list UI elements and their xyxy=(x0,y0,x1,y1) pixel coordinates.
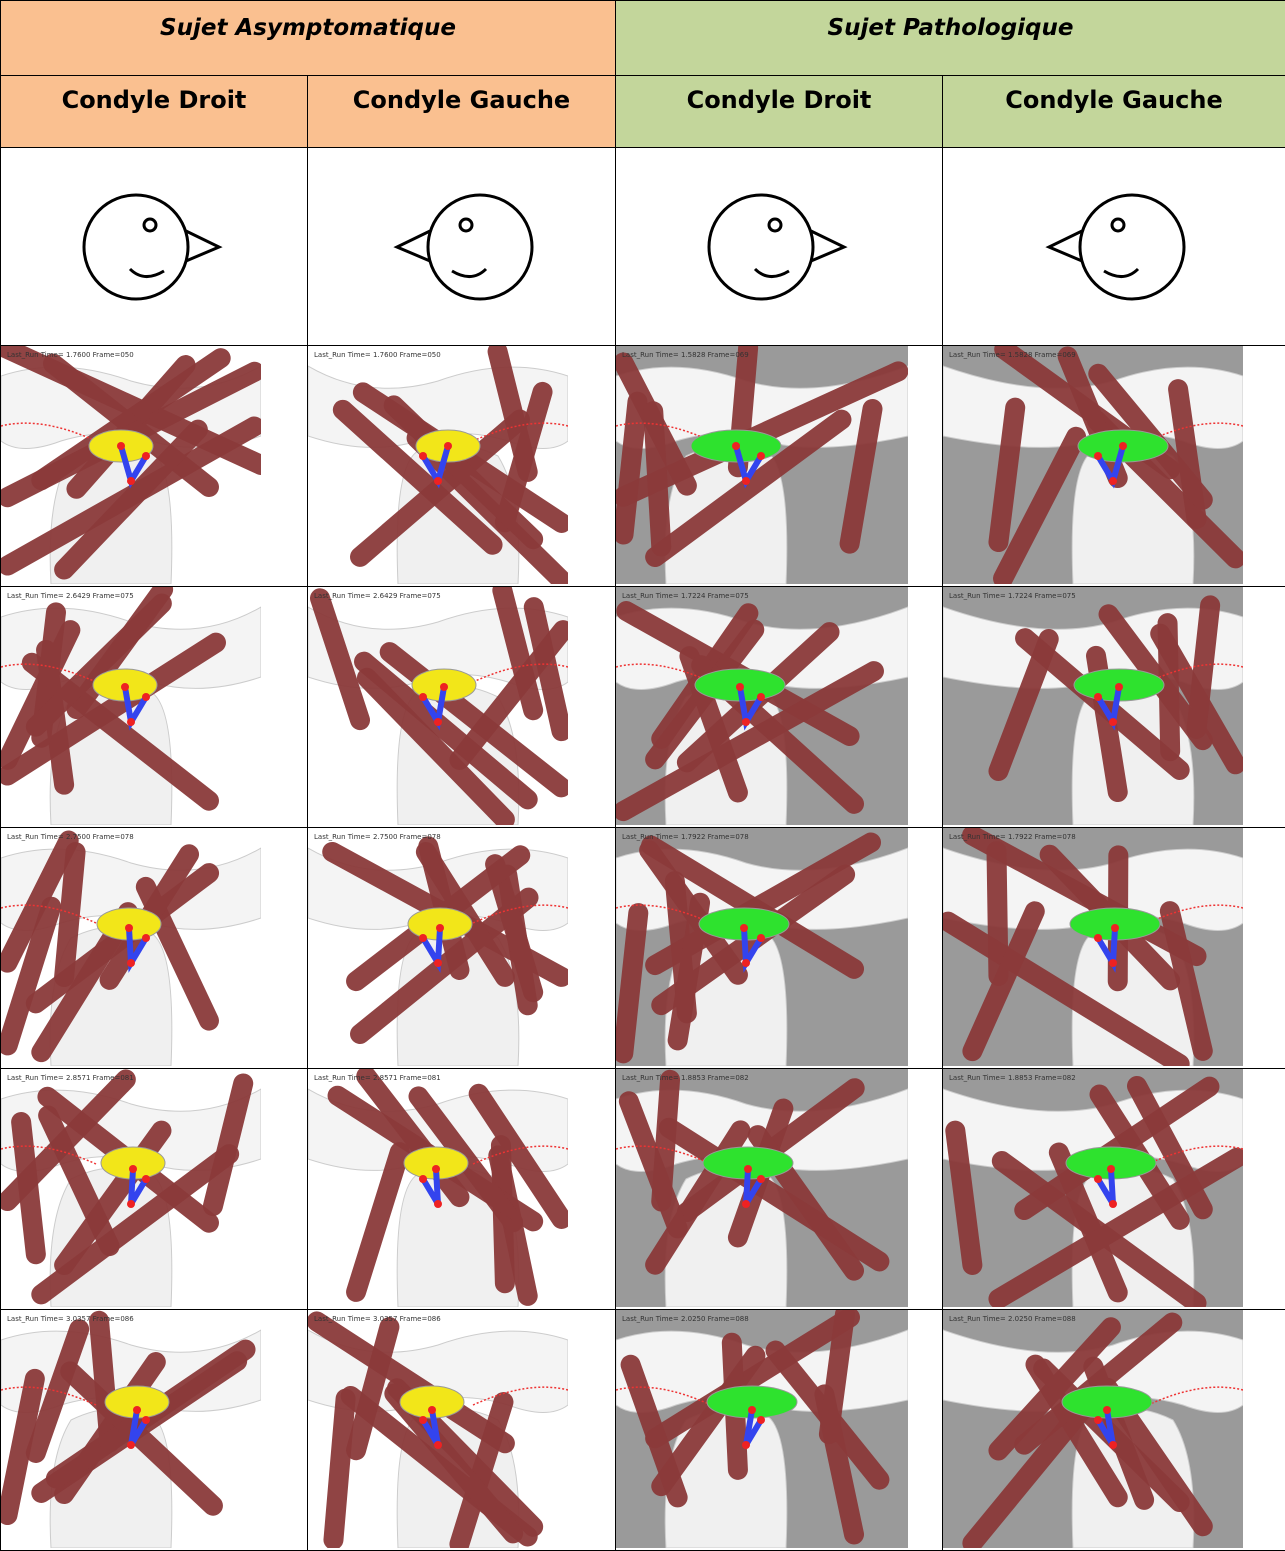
simulation-cell: Last_Run Time= 1.7224 Frame=075 xyxy=(943,587,1285,828)
simulation-frame: Last_Run Time= 1.7224 Frame=075 xyxy=(943,587,1243,825)
orientation-icon xyxy=(74,185,234,305)
orientation-icon-cell xyxy=(616,148,943,346)
frame-caption: Last_Run Time= 1.7224 Frame=075 xyxy=(622,592,749,600)
simulation-cell: Last_Run Time= 1.5828 Frame=069 xyxy=(943,346,1285,587)
simulation-frame: Last_Run Time= 1.8853 Frame=082 xyxy=(616,1069,908,1307)
simulation-frame: Last_Run Time= 1.7224 Frame=075 xyxy=(616,587,908,825)
simulation-cell: Last_Run Time= 1.7224 Frame=075 xyxy=(616,587,943,828)
simulation-cell: Last_Run Time= 2.0250 Frame=088 xyxy=(616,1310,943,1551)
frame-caption: Last_Run Time= 2.7500 Frame=078 xyxy=(7,833,134,841)
simulation-frame: Last_Run Time= 1.7922 Frame=078 xyxy=(943,828,1243,1066)
simulation-cell: Last_Run Time= 1.7600 Frame=050 xyxy=(1,346,308,587)
simulation-frame: Last_Run Time= 2.6429 Frame=075 xyxy=(1,587,261,825)
orientation-icon-cell xyxy=(308,148,616,346)
frame-caption: Last_Run Time= 1.7922 Frame=078 xyxy=(622,833,749,841)
simulation-cell: Last_Run Time= 1.8853 Frame=082 xyxy=(943,1069,1285,1310)
simulation-frame: Last_Run Time= 2.6429 Frame=075 xyxy=(308,587,568,825)
simulation-frame: Last_Run Time= 1.5828 Frame=069 xyxy=(616,346,908,584)
simulation-cell: Last_Run Time= 3.0357 Frame=086 xyxy=(1,1310,308,1551)
simulation-frame: Last_Run Time= 2.0250 Frame=088 xyxy=(943,1310,1243,1548)
frame-caption: Last_Run Time= 2.6429 Frame=075 xyxy=(7,592,134,600)
simulation-frame: Last_Run Time= 1.7922 Frame=078 xyxy=(616,828,908,1066)
frame-caption: Last_Run Time= 1.5828 Frame=069 xyxy=(949,351,1076,359)
simulation-cell: Last_Run Time= 2.7500 Frame=078 xyxy=(308,828,616,1069)
frame-caption: Last_Run Time= 1.7224 Frame=075 xyxy=(949,592,1076,600)
simulation-cell: Last_Run Time= 2.0250 Frame=088 xyxy=(943,1310,1285,1551)
simulation-frame: Last_Run Time= 3.0357 Frame=086 xyxy=(1,1310,261,1548)
simulation-frame: Last_Run Time= 1.5828 Frame=069 xyxy=(943,346,1243,584)
frame-caption: Last_Run Time= 1.7600 Frame=050 xyxy=(314,351,441,359)
simulation-cell: Last_Run Time= 2.8571 Frame=081 xyxy=(1,1069,308,1310)
simulation-cell: Last_Run Time= 1.5828 Frame=069 xyxy=(616,346,943,587)
column-header: Condyle Gauche xyxy=(943,76,1285,148)
frame-caption: Last_Run Time= 2.0250 Frame=088 xyxy=(949,1315,1076,1323)
group-header: Sujet Pathologique xyxy=(616,1,1285,76)
simulation-frame: Last_Run Time= 2.8571 Frame=081 xyxy=(1,1069,261,1307)
frame-caption: Last_Run Time= 3.0357 Frame=086 xyxy=(314,1315,441,1323)
simulation-cell: Last_Run Time= 1.7922 Frame=078 xyxy=(616,828,943,1069)
column-header: Condyle Droit xyxy=(1,76,308,148)
frame-caption: Last_Run Time= 2.7500 Frame=078 xyxy=(314,833,441,841)
column-header: Condyle Gauche xyxy=(308,76,616,148)
frame-caption: Last_Run Time= 2.6429 Frame=075 xyxy=(314,592,441,600)
simulation-cell: Last_Run Time= 2.6429 Frame=075 xyxy=(1,587,308,828)
frame-caption: Last_Run Time= 1.8853 Frame=082 xyxy=(622,1074,749,1082)
orientation-icon xyxy=(382,185,542,305)
frame-caption: Last_Run Time= 1.7922 Frame=078 xyxy=(949,833,1076,841)
orientation-icon xyxy=(699,185,859,305)
orientation-icon-cell xyxy=(1,148,308,346)
simulation-frame: Last_Run Time= 3.0357 Frame=086 xyxy=(308,1310,568,1548)
simulation-frame: Last_Run Time= 2.7500 Frame=078 xyxy=(1,828,261,1066)
simulation-frame: Last_Run Time= 1.8853 Frame=082 xyxy=(943,1069,1243,1307)
simulation-cell: Last_Run Time= 1.7600 Frame=050 xyxy=(308,346,616,587)
frame-caption: Last_Run Time= 3.0357 Frame=086 xyxy=(7,1315,134,1323)
simulation-cell: Last_Run Time= 2.8571 Frame=081 xyxy=(308,1069,616,1310)
simulation-frame: Last_Run Time= 1.7600 Frame=050 xyxy=(308,346,568,584)
simulation-frame: Last_Run Time= 1.7600 Frame=050 xyxy=(1,346,261,584)
simulation-frame: Last_Run Time= 2.8571 Frame=081 xyxy=(308,1069,568,1307)
frame-caption: Last_Run Time= 2.8571 Frame=081 xyxy=(314,1074,441,1082)
simulation-cell: Last_Run Time= 2.6429 Frame=075 xyxy=(308,587,616,828)
orientation-icon xyxy=(1034,185,1194,305)
column-header: Condyle Droit xyxy=(616,76,943,148)
simulation-cell: Last_Run Time= 1.8853 Frame=082 xyxy=(616,1069,943,1310)
orientation-icon-cell xyxy=(943,148,1285,346)
frame-caption: Last_Run Time= 2.8571 Frame=081 xyxy=(7,1074,134,1082)
simulation-cell: Last_Run Time= 1.7922 Frame=078 xyxy=(943,828,1285,1069)
frame-caption: Last_Run Time= 1.8853 Frame=082 xyxy=(949,1074,1076,1082)
frame-caption: Last_Run Time= 1.7600 Frame=050 xyxy=(7,351,134,359)
simulation-cell: Last_Run Time= 3.0357 Frame=086 xyxy=(308,1310,616,1551)
group-header: Sujet Asymptomatique xyxy=(1,1,616,76)
simulation-frame: Last_Run Time= 2.0250 Frame=088 xyxy=(616,1310,908,1548)
frame-caption: Last_Run Time= 2.0250 Frame=088 xyxy=(622,1315,749,1323)
simulation-cell: Last_Run Time= 2.7500 Frame=078 xyxy=(1,828,308,1069)
simulation-frame: Last_Run Time= 2.7500 Frame=078 xyxy=(308,828,568,1066)
frame-caption: Last_Run Time= 1.5828 Frame=069 xyxy=(622,351,749,359)
